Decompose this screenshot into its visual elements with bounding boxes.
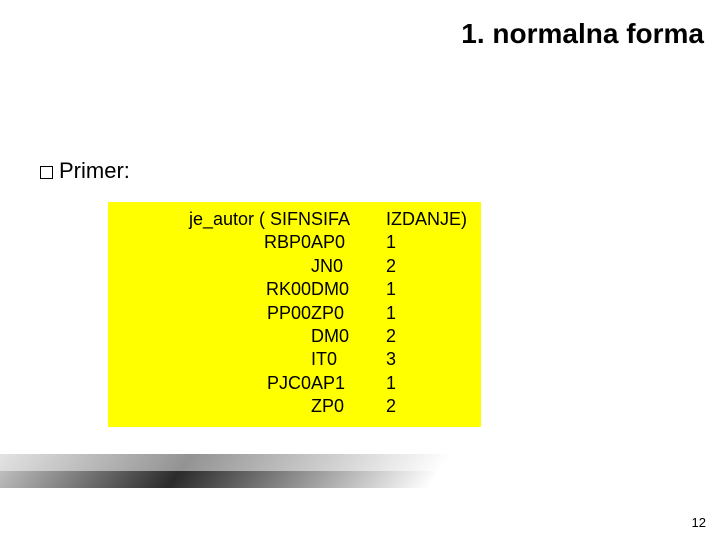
table-row: JN0 2 [116,255,467,278]
table-row: DM0 2 [116,325,467,348]
cell-sifa: ZP0 [311,302,386,325]
cell-izdanje: 2 [386,395,467,418]
cell-izdanje: 1 [386,278,467,301]
table-row: IT0 3 [116,348,467,371]
bullet-box-icon [40,166,53,179]
cell-sifn [116,325,311,348]
cell-sifa: DM0 [311,278,386,301]
cell-sifa: ZP0 [311,395,386,418]
cell-sifa: AP0 [311,231,386,254]
header-izdanje: IZDANJE) [386,208,467,231]
cell-izdanje: 2 [386,325,467,348]
cell-sifn: PJC0 [116,372,311,395]
cell-izdanje: 1 [386,302,467,325]
bullet-line: Primer: [40,158,130,184]
cell-sifn [116,255,311,278]
table-row: ZP0 2 [116,395,467,418]
cell-izdanje: 1 [386,231,467,254]
cell-izdanje: 3 [386,348,467,371]
footer-decoration [0,454,452,488]
table-row: PP00 ZP0 1 [116,302,467,325]
cell-sifn [116,395,311,418]
bullet-label: Primer: [59,158,130,183]
cell-sifn: RBP0 [116,231,311,254]
table-header-row: je_autor ( SIFN SIFA IZDANJE) [116,208,467,231]
cell-sifa: DM0 [311,325,386,348]
footer-stripe-light [0,454,452,471]
cell-sifn: RK00 [116,278,311,301]
cell-sifa: IT0 [311,348,386,371]
cell-sifa: AP1 [311,372,386,395]
highlight-table: je_autor ( SIFN SIFA IZDANJE) RBP0 AP0 1… [108,202,481,427]
cell-sifn [116,348,311,371]
table-row: RBP0 AP0 1 [116,231,467,254]
header-sifn: je_autor ( SIFN [116,208,311,231]
cell-izdanje: 1 [386,372,467,395]
data-table: je_autor ( SIFN SIFA IZDANJE) RBP0 AP0 1… [116,208,467,419]
header-sifa: SIFA [311,208,386,231]
cell-izdanje: 2 [386,255,467,278]
footer-stripe-dark [0,471,440,488]
table-row: PJC0 AP1 1 [116,372,467,395]
cell-sifa: JN0 [311,255,386,278]
page-number: 12 [692,515,706,530]
slide-title: 1. normalna forma [461,18,704,50]
table-row: RK00 DM0 1 [116,278,467,301]
cell-sifn: PP00 [116,302,311,325]
